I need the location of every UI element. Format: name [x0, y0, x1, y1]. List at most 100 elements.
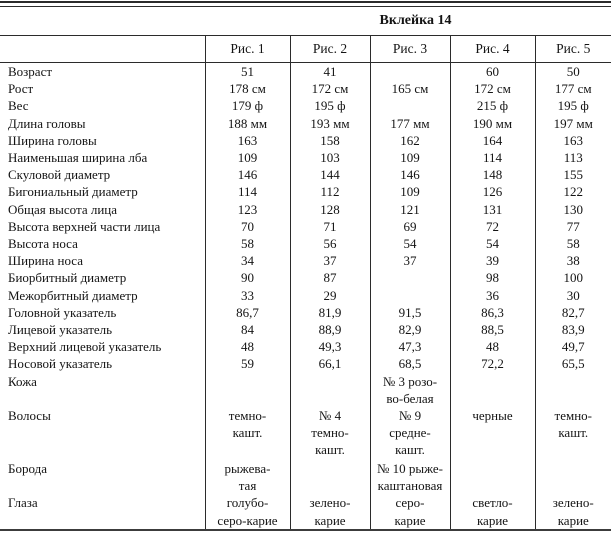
row-label: Вес [8, 98, 29, 114]
cell [449, 372, 535, 408]
row-label: Рост [8, 81, 34, 97]
cell: 114 [204, 183, 290, 201]
cell: 86,7 [204, 303, 290, 322]
cell: 51 [204, 62, 290, 81]
cell: 49,3 [289, 338, 370, 356]
col-header-ris-3: Рис. 3 [369, 35, 450, 63]
header-row: Рис. 1 Рис. 2 Рис. 3 Рис. 4 Рис. 5 [0, 35, 611, 63]
table-row: Глаза голубо- серо-карие зелено- карие с… [0, 494, 611, 531]
cell: 195 ф [289, 97, 370, 115]
cell: 172 см [289, 80, 370, 98]
col-header-ris-2: Рис. 2 [289, 35, 370, 63]
cell: 30 [534, 286, 611, 304]
col-header-ris-4: Рис. 4 [449, 35, 535, 63]
cell: № 3 розо- во-белая [369, 372, 450, 408]
cell [369, 269, 450, 287]
cell: 103 [289, 149, 370, 167]
cell: темно- кашт. [534, 407, 611, 461]
table-row: Бигониальный диаметр 114 112 109 126 122 [0, 183, 611, 201]
row-label: Головной указатель [8, 304, 117, 320]
cell: 162 [369, 131, 450, 150]
row-label: Биорбитный диаметр [8, 270, 127, 286]
row-label: Межорбитный диаметр [8, 287, 138, 303]
row-label: Волосы [8, 408, 51, 424]
cell: 195 ф [534, 97, 611, 115]
row-label: Наименьшая ширина лба [8, 150, 148, 166]
cell: 121 [369, 200, 450, 218]
cell: серо- карие [369, 494, 450, 531]
table-row: Биорбитный диаметр 90 87 98 100 [0, 269, 611, 287]
cell: 193 мм [289, 114, 370, 132]
table-row: Лицевой указатель 84 88,9 82,9 88,5 83,9 [0, 321, 611, 339]
table-row: Кожа № 3 розо- во-белая [0, 372, 611, 408]
cell: рыжева- тая [204, 460, 290, 495]
cell: черные [449, 407, 535, 461]
row-label: Длина головы [8, 115, 86, 131]
cell: 91,5 [369, 303, 450, 322]
row-label: Глаза [8, 495, 38, 511]
col-header-ris-1: Рис. 1 [204, 35, 290, 63]
cell: 71 [289, 217, 370, 236]
cell: 178 см [204, 80, 290, 98]
cell: 82,9 [369, 321, 450, 339]
corner-cell [0, 35, 205, 63]
cell: 48 [449, 338, 535, 356]
cell: 69 [369, 217, 450, 236]
cell: 109 [204, 149, 290, 167]
cell: 177 см [534, 80, 611, 98]
row-label: Лицевой указатель [8, 322, 113, 338]
table-row: Головной указатель 86,7 81,9 91,5 86,3 8… [0, 303, 611, 322]
cell: 130 [534, 200, 611, 218]
cell [534, 372, 611, 408]
cell: 165 см [369, 80, 450, 98]
table-row: Ширина головы 163 158 162 164 163 [0, 131, 611, 150]
cell: светло- карие [449, 494, 535, 531]
row-label: Носовой указатель [8, 356, 113, 372]
row-label: Возраст [8, 64, 53, 79]
table-row: Волосы темно- кашт. № 4 темно- кашт. № 9… [0, 407, 611, 461]
table-row: Верхний лицевой указатель 48 49,3 47,3 4… [0, 338, 611, 356]
cell [289, 372, 370, 408]
table-row: Вес 179 ф 195 ф 215 ф 195 ф [0, 97, 611, 115]
cell: № 10 рыже- каштановая [369, 460, 450, 495]
cell: 34 [204, 252, 290, 270]
cell: 83,9 [534, 321, 611, 339]
cell: 87 [289, 269, 370, 287]
cell: 84 [204, 321, 290, 339]
cell: 58 [534, 235, 611, 253]
cell: 59 [204, 355, 290, 373]
cell: 66,1 [289, 355, 370, 373]
cell: 112 [289, 183, 370, 201]
table-row: Скуловой диаметр 146 144 146 148 155 [0, 166, 611, 184]
cell [204, 372, 290, 408]
cell: 86,3 [449, 303, 535, 322]
table-row: Наименьшая ширина лба 109 103 109 114 11… [0, 149, 611, 167]
cell: 56 [289, 235, 370, 253]
cell: № 4 темно- кашт. [289, 407, 370, 461]
table-row: Борода рыжева- тая № 10 рыже- каштановая [0, 460, 611, 495]
cell: 164 [449, 131, 535, 150]
table-row: Рост 178 см 172 см 165 см 172 см 177 см [0, 80, 611, 98]
cell [369, 62, 450, 81]
cell: 60 [449, 62, 535, 81]
page-title: Вклейка 14 [379, 13, 452, 28]
cell: 131 [449, 200, 535, 218]
row-label: Борода [8, 461, 47, 477]
cell: 88,9 [289, 321, 370, 339]
cell: 58 [204, 235, 290, 253]
table-row: Высота носа 58 56 54 54 58 [0, 235, 611, 253]
cell: 197 мм [534, 114, 611, 132]
cell: 177 мм [369, 114, 450, 132]
cell: 70 [204, 217, 290, 236]
cell: 54 [369, 235, 450, 253]
cell [449, 460, 535, 495]
cell: 148 [449, 166, 535, 184]
cell: 49,7 [534, 338, 611, 356]
top-double-rule [0, 1, 611, 7]
row-label: Ширина носа [8, 253, 83, 269]
cell: 126 [449, 183, 535, 201]
cell: 179 ф [204, 97, 290, 115]
cell: 37 [369, 252, 450, 270]
row-label: Верхний лицевой указатель [8, 339, 162, 355]
cell [369, 286, 450, 304]
